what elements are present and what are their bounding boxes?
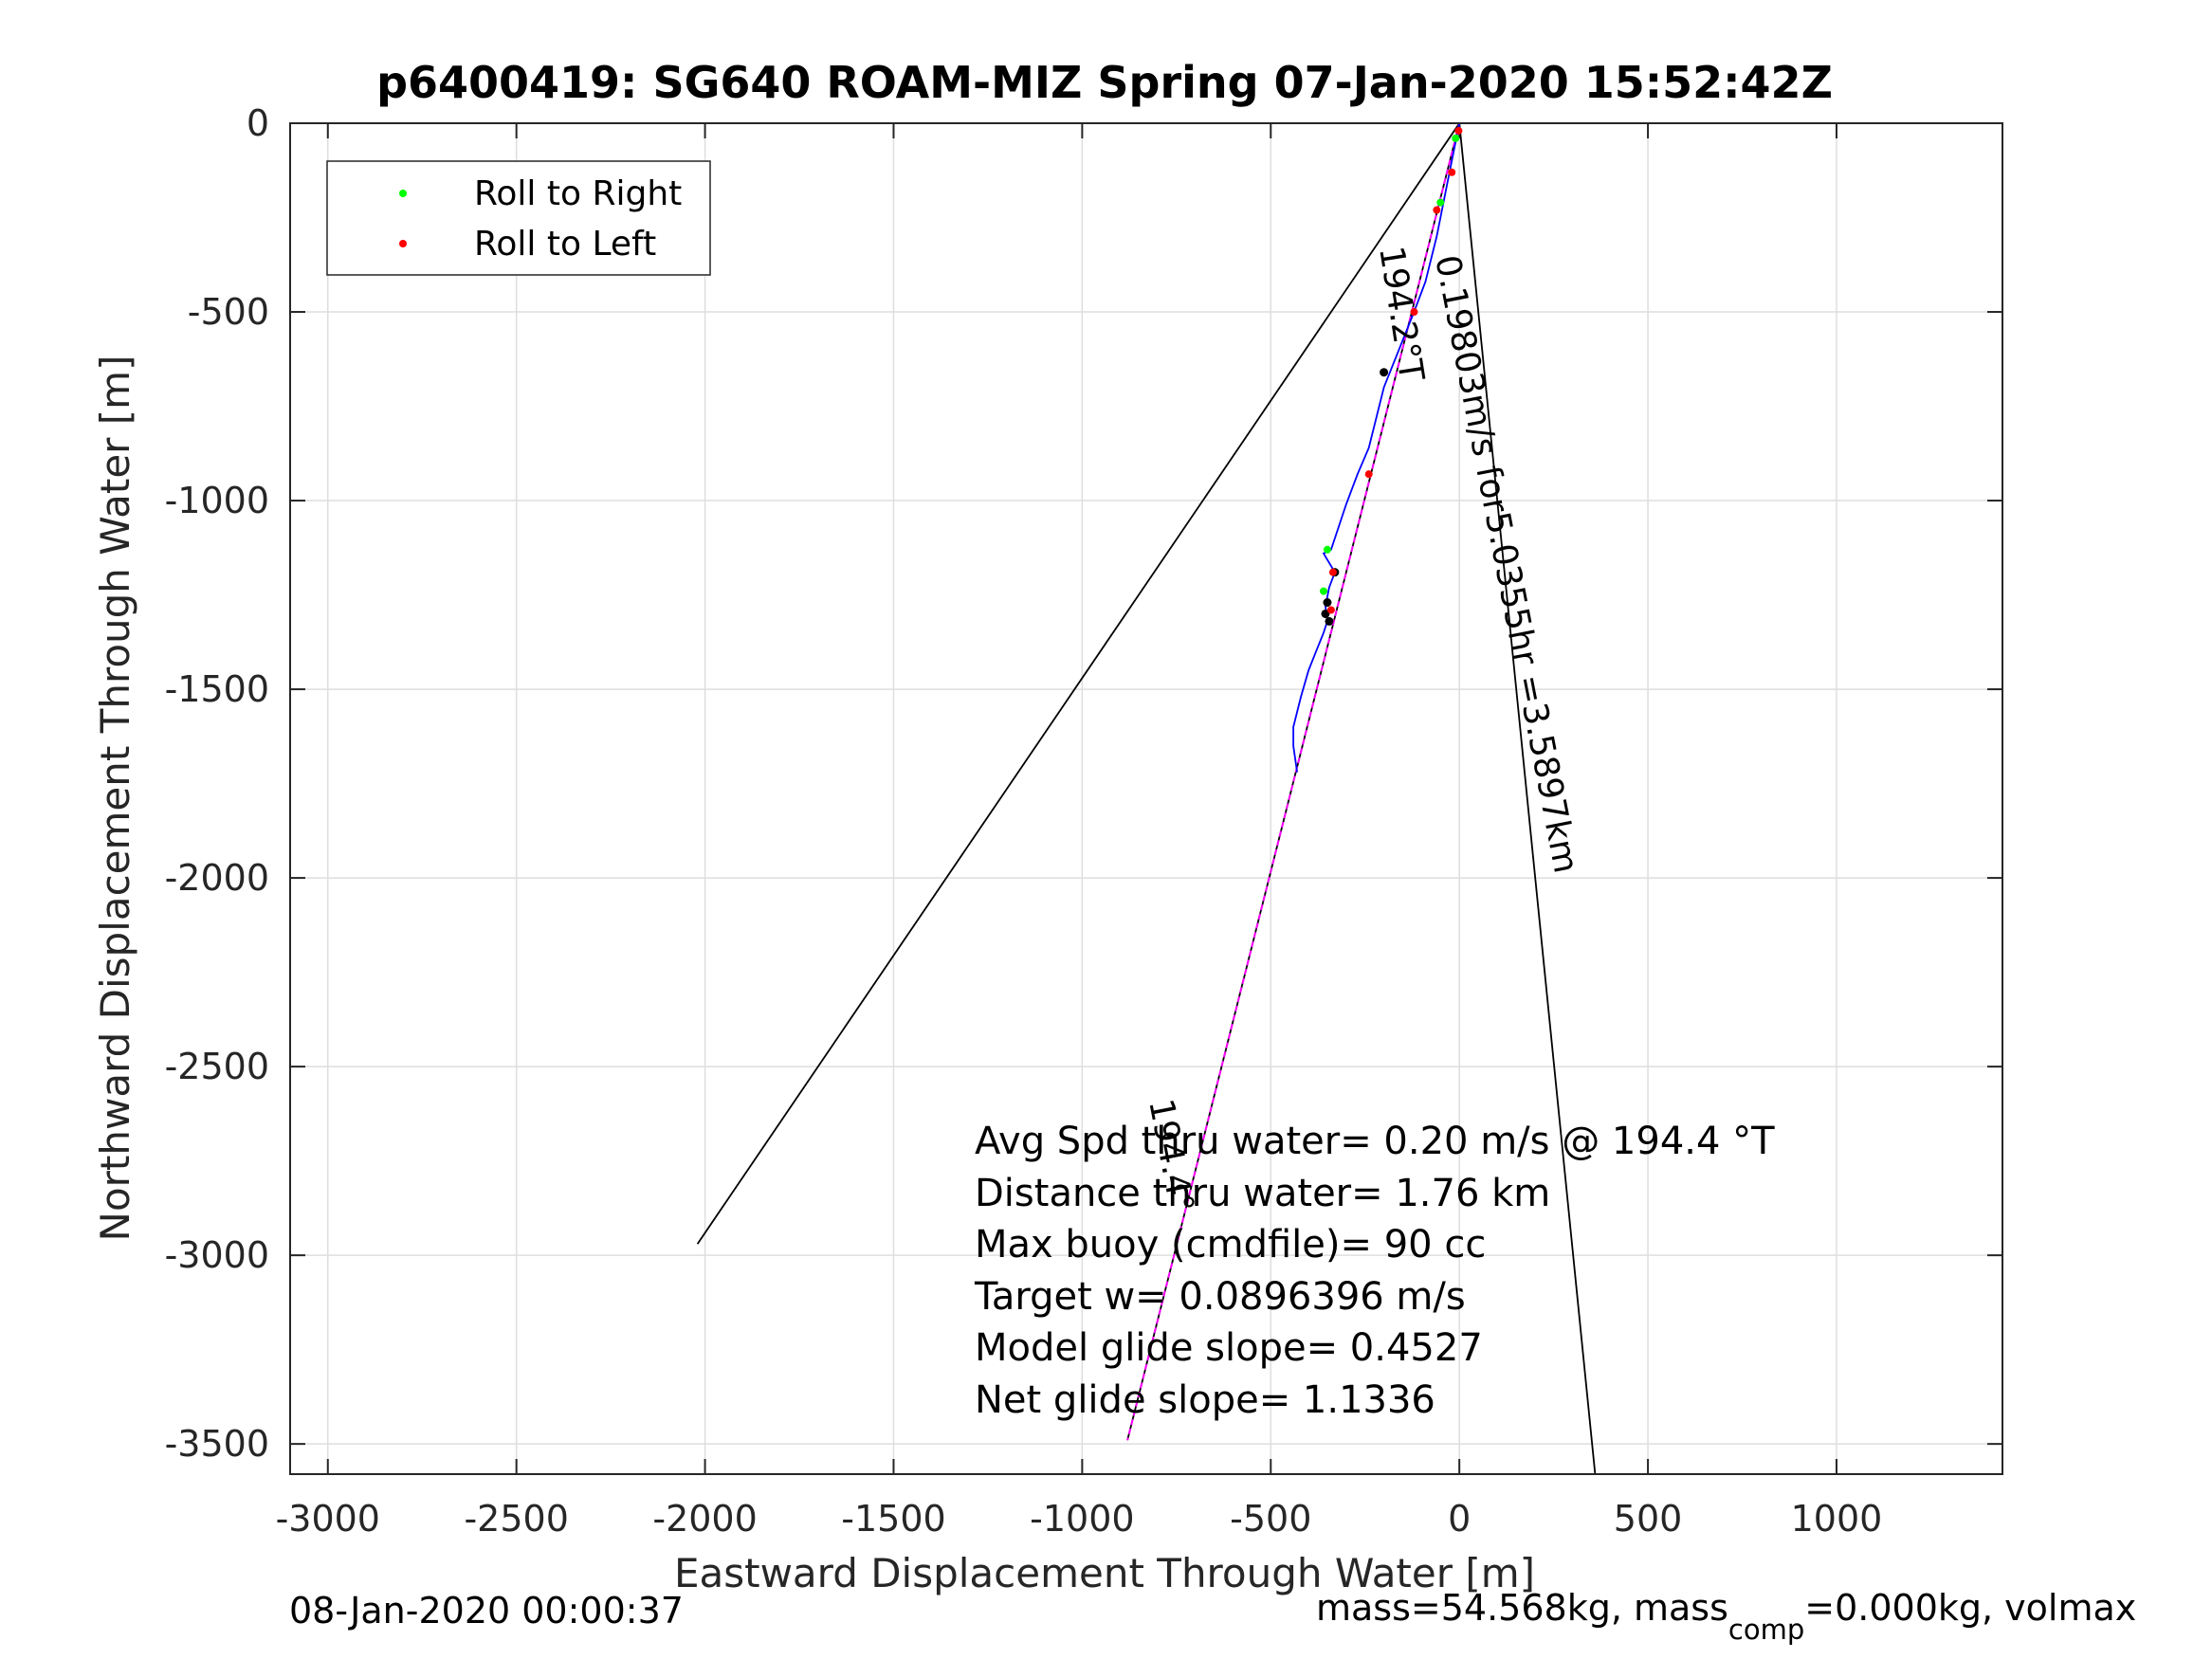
stat-target-w: Target w= 0.0896396 m/s — [974, 1275, 1466, 1319]
y-tick-label: -2000 — [165, 857, 269, 899]
footer-timestamp: 08-Jan-2020 00:00:37 — [289, 1590, 684, 1632]
footer-mass-prefix: mass=54.568kg, mass — [1316, 1587, 1728, 1629]
x-tick-label: -3000 — [276, 1498, 380, 1540]
footer-mass: mass=54.568kg, masscomp=0.000kg, volmax — [1316, 1587, 2136, 1646]
stat-net-glide: Net glide slope= 1.1336 — [975, 1378, 1435, 1422]
roll-left-point — [1326, 606, 1335, 614]
chart-title: p6400419: SG640 ROAM-MIZ Spring 07-Jan-2… — [376, 57, 1833, 108]
plot-area — [290, 123, 2002, 1474]
roll-left-point — [1410, 308, 1418, 317]
legend-box — [326, 160, 711, 276]
roll-right-point — [1452, 134, 1460, 142]
series-line-3 — [1126, 122, 1461, 1441]
x-tick-label: 0 — [1448, 1498, 1471, 1540]
y-tick-label: -1500 — [165, 668, 269, 710]
legend-label-roll-right: Roll to Right — [474, 174, 682, 213]
x-tick-label: -500 — [1230, 1498, 1311, 1540]
footer-mass-suffix: =0.000kg, volmax — [1804, 1587, 2136, 1629]
stats-block: Avg Spd thru water= 0.20 m/s @ 194.4 °T … — [974, 1120, 1775, 1422]
roll-left-point — [1433, 206, 1441, 214]
x-tick-label: -2000 — [652, 1498, 757, 1540]
roll-left-point — [1454, 126, 1463, 135]
roll-left-point — [1364, 470, 1373, 479]
legend-marker-roll-left — [399, 240, 407, 247]
dark-point — [1325, 616, 1334, 626]
plot-frame — [289, 122, 2003, 1475]
stat-model-glide: Model glide slope= 0.4527 — [975, 1326, 1483, 1370]
roll-right-point — [1436, 198, 1445, 207]
y-tick-label: -1000 — [165, 480, 269, 521]
legend: Roll to Right Roll to Left — [326, 160, 711, 276]
legend-label-roll-left: Roll to Left — [474, 225, 656, 264]
stat-distance: Distance thru water= 1.76 km — [975, 1172, 1550, 1215]
roll-left-point — [1448, 168, 1456, 176]
x-tick-label: -2500 — [464, 1498, 568, 1540]
y-tick-label: 0 — [247, 102, 269, 144]
footer-mass-subscript: comp — [1728, 1613, 1804, 1646]
dark-point — [1321, 609, 1330, 618]
x-tick-label: -1500 — [841, 1498, 945, 1540]
x-tick-labels: -3000 -2500 -2000 -1500 -1000 -500 0 500 1000 — [276, 1498, 1883, 1540]
dark-point — [1323, 598, 1332, 608]
roll-left-point — [1328, 568, 1337, 576]
x-tick-label: -1000 — [1030, 1498, 1134, 1540]
series-line-1 — [1458, 122, 1597, 1475]
points-layer — [1319, 126, 1463, 626]
y-tick-label: -3500 — [165, 1423, 269, 1465]
x-tick-label: 500 — [1614, 1498, 1683, 1540]
y-tick-label: -2500 — [165, 1046, 269, 1087]
y-tick-label: -3000 — [165, 1234, 269, 1276]
series-line-0 — [696, 122, 1460, 1245]
y-tick-labels: 0 -500 -1000 -1500 -2000 -2500 -3000 -3500 — [165, 102, 269, 1465]
x-axis-label: Eastward Displacement Through Water [m] — [674, 1550, 1535, 1596]
y-tick-label: -500 — [188, 291, 269, 333]
legend-marker-roll-right — [399, 190, 407, 197]
series-layer — [696, 122, 1597, 1475]
stat-avg-speed: Avg Spd thru water= 0.20 m/s @ 194.4 °T — [975, 1120, 1775, 1163]
roll-right-point — [1319, 587, 1327, 595]
roll-right-point — [1323, 545, 1331, 554]
dark-point — [1380, 368, 1389, 377]
stat-max-buoy: Max buoy (cmdfile)= 90 cc — [975, 1223, 1486, 1267]
x-tick-label: 1000 — [1791, 1498, 1883, 1540]
y-axis-label: Northward Displacement Through Water [m] — [92, 356, 138, 1242]
